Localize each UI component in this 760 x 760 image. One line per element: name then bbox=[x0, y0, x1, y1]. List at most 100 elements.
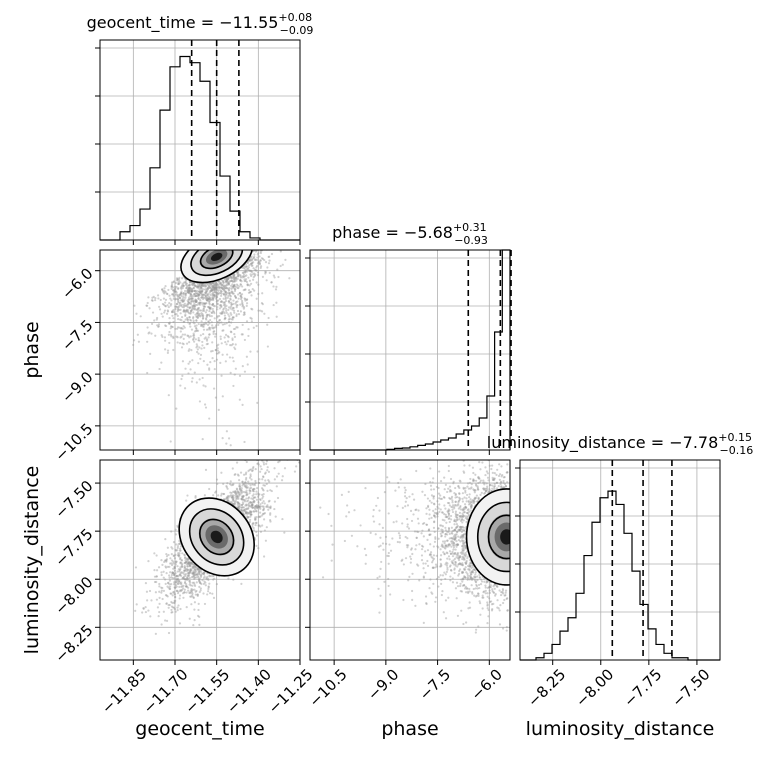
sample-point bbox=[247, 291, 251, 294]
sample-point bbox=[222, 285, 225, 288]
sample-point bbox=[256, 256, 259, 259]
sample-point bbox=[196, 614, 200, 617]
sample-point bbox=[230, 279, 234, 283]
sample-point bbox=[234, 276, 237, 280]
sample-point bbox=[170, 325, 174, 328]
sample-point bbox=[172, 560, 175, 563]
sample-point bbox=[186, 558, 189, 561]
sample-point bbox=[214, 284, 217, 287]
sample-point bbox=[262, 484, 265, 487]
sample-point bbox=[211, 324, 214, 327]
sample-point bbox=[265, 460, 269, 463]
sample-point bbox=[180, 319, 183, 322]
sample-point bbox=[198, 568, 201, 571]
sample-point bbox=[173, 566, 176, 570]
sample-point bbox=[190, 287, 193, 290]
sample-point bbox=[189, 561, 193, 564]
sample-point bbox=[247, 233, 249, 235]
sample-point bbox=[252, 276, 255, 279]
sample-point bbox=[218, 321, 221, 324]
sample-point bbox=[172, 280, 175, 283]
sample-point bbox=[199, 286, 202, 289]
sample-point bbox=[191, 304, 194, 307]
sample-point bbox=[224, 286, 228, 289]
sample-point bbox=[180, 346, 184, 349]
sample-point bbox=[227, 437, 231, 440]
sample-point bbox=[145, 304, 148, 307]
sample-point bbox=[277, 275, 280, 279]
sample-point bbox=[183, 570, 186, 573]
sample-point bbox=[235, 487, 239, 490]
sample-point bbox=[261, 275, 265, 279]
sample-point bbox=[171, 325, 174, 329]
sample-point bbox=[157, 323, 161, 326]
sample-point bbox=[260, 310, 264, 313]
sample-point bbox=[245, 298, 248, 302]
sample-point bbox=[172, 573, 176, 576]
sample-point bbox=[168, 603, 171, 607]
sample-point bbox=[193, 584, 197, 587]
sample-point bbox=[216, 291, 219, 295]
sample-point bbox=[162, 610, 165, 613]
sample-point bbox=[171, 563, 174, 567]
sample-point bbox=[212, 303, 215, 306]
sample-point bbox=[211, 592, 214, 595]
sample-point bbox=[223, 278, 227, 281]
sample-point bbox=[169, 562, 172, 565]
sample-point bbox=[174, 553, 177, 557]
sample-point bbox=[239, 310, 243, 313]
sample-point bbox=[154, 296, 157, 300]
sample-point bbox=[185, 585, 188, 588]
sample-point bbox=[200, 324, 203, 328]
sample-point bbox=[228, 248, 230, 250]
sample-point bbox=[242, 306, 246, 309]
sample-point bbox=[185, 585, 188, 588]
sample-point bbox=[188, 289, 191, 292]
sample-point bbox=[254, 505, 257, 508]
sample-point bbox=[253, 487, 256, 491]
sample-point bbox=[219, 300, 223, 304]
sample-point bbox=[223, 287, 226, 290]
sample-point bbox=[232, 360, 235, 363]
sample-point bbox=[188, 571, 191, 574]
sample-point bbox=[190, 319, 193, 322]
sample-point bbox=[168, 321, 172, 324]
sample-point bbox=[250, 505, 254, 508]
sample-point bbox=[241, 501, 245, 504]
sample-point bbox=[244, 263, 248, 266]
sample-point bbox=[197, 608, 200, 612]
sample-point bbox=[229, 279, 232, 283]
sample-point bbox=[231, 495, 234, 498]
sample-point bbox=[269, 489, 272, 492]
sample-point bbox=[193, 304, 196, 307]
sample-point bbox=[188, 284, 191, 287]
sample-point bbox=[211, 303, 214, 306]
sample-point bbox=[190, 293, 193, 296]
sample-point bbox=[183, 304, 186, 308]
sample-point bbox=[184, 556, 187, 559]
sample-point bbox=[178, 301, 181, 305]
sample-point bbox=[224, 291, 227, 294]
sample-point bbox=[225, 287, 228, 290]
sample-point bbox=[172, 541, 176, 544]
sample-point bbox=[249, 290, 253, 293]
sample-point bbox=[220, 284, 223, 287]
sample-point bbox=[251, 503, 254, 506]
sample-point bbox=[198, 303, 202, 306]
sample-point bbox=[297, 240, 299, 242]
sample-point bbox=[201, 579, 204, 582]
sample-point bbox=[176, 581, 179, 584]
sample-point bbox=[261, 242, 263, 244]
sample-point bbox=[283, 222, 285, 224]
sample-point bbox=[255, 521, 258, 524]
sample-point bbox=[229, 305, 233, 308]
sample-point bbox=[200, 296, 204, 299]
sample-point bbox=[201, 315, 205, 318]
sample-point bbox=[212, 284, 215, 287]
sample-point bbox=[226, 280, 229, 283]
sample-point bbox=[193, 289, 196, 292]
sample-point bbox=[177, 568, 180, 571]
sample-point bbox=[256, 273, 260, 277]
sample-point bbox=[201, 284, 204, 287]
sample-point bbox=[134, 609, 137, 612]
